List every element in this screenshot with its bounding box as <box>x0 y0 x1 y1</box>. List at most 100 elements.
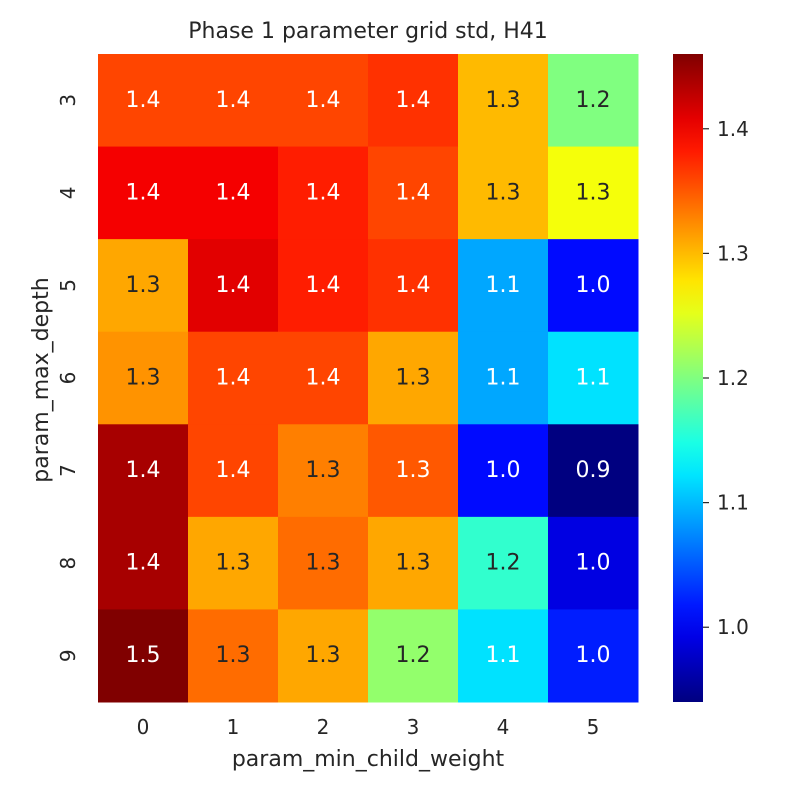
heatmap-cell <box>188 516 279 610</box>
heatmap-cell <box>188 609 279 703</box>
heatmap-cell <box>98 239 189 333</box>
x-tick-label: 4 <box>497 715 510 739</box>
heatmap-cell <box>548 516 639 610</box>
heatmap-cell <box>98 516 189 610</box>
heatmap-cell-label: 1.0 <box>576 643 611 668</box>
heatmap-cell-label: 0.9 <box>576 458 611 483</box>
heatmap-cell-label: 1.3 <box>216 643 251 668</box>
y-tick-label: 3 <box>56 94 80 107</box>
colorbar-tick-label: 1.3 <box>717 241 749 265</box>
y-tick-label: 9 <box>56 649 80 662</box>
x-tick-label: 2 <box>317 715 330 739</box>
x-tick-label: 1 <box>227 715 240 739</box>
heatmap-cell <box>188 54 279 148</box>
heatmap-cell <box>278 424 369 518</box>
heatmap-cell <box>278 516 369 610</box>
heatmap-cell-label: 1.0 <box>486 458 521 483</box>
heatmap-cell-label: 1.4 <box>306 180 341 205</box>
heatmap-cell <box>548 146 639 240</box>
heatmap-cell-label: 1.4 <box>216 458 251 483</box>
x-tick-label: 0 <box>137 715 150 739</box>
heatmap-cell <box>458 516 549 610</box>
heatmap-cell <box>368 424 459 518</box>
heatmap-cell <box>188 331 279 425</box>
y-tick-label: 4 <box>56 186 80 199</box>
heatmap-cell-label: 1.1 <box>576 366 611 391</box>
heatmap-cell <box>98 331 189 425</box>
heatmap-cell-label: 1.1 <box>486 643 521 668</box>
heatmap-cell-label: 1.2 <box>396 643 431 668</box>
heatmap-cell-label: 1.3 <box>396 366 431 391</box>
heatmap-cell <box>278 54 369 148</box>
heatmap-cell <box>458 609 549 703</box>
y-tick-label: 8 <box>56 557 80 570</box>
heatmap-cell-label: 1.4 <box>396 88 431 113</box>
heatmap-cell <box>368 239 459 333</box>
colorbar-tick-label: 1.0 <box>717 615 749 639</box>
heatmap-cell <box>458 239 549 333</box>
heatmap-cell <box>368 146 459 240</box>
heatmap-cell <box>458 331 549 425</box>
heatmap-cell <box>98 609 189 703</box>
x-tick-label: 3 <box>407 715 420 739</box>
heatmap-cell-label: 1.1 <box>486 366 521 391</box>
heatmap-cell-label: 1.0 <box>576 273 611 298</box>
heatmap-cell <box>278 609 369 703</box>
heatmap-cell <box>368 609 459 703</box>
heatmap-cell <box>98 54 189 148</box>
heatmap-cell-label: 1.3 <box>216 551 251 576</box>
y-axis-ticks: 3 4 5 6 7 8 9 <box>56 94 80 662</box>
heatmap-cell-label: 1.4 <box>396 273 431 298</box>
heatmap-cell <box>368 54 459 148</box>
heatmap-cell-label: 1.3 <box>126 273 161 298</box>
heatmap-cell <box>548 331 639 425</box>
heatmap-cell-label: 1.4 <box>216 88 251 113</box>
heatmap-cell-label: 1.4 <box>126 551 161 576</box>
y-tick-label: 6 <box>56 372 80 385</box>
heatmap-cell <box>98 424 189 518</box>
heatmap-cell-label: 1.2 <box>486 551 521 576</box>
x-axis-label: param_min_child_weight <box>232 747 505 772</box>
heatmap-cell-label: 1.5 <box>126 643 161 668</box>
heatmap-cell-label: 1.3 <box>306 643 341 668</box>
heatmap-cell <box>368 331 459 425</box>
y-tick-label: 7 <box>56 464 80 477</box>
x-tick-label: 5 <box>587 715 600 739</box>
heatmap-cell <box>188 146 279 240</box>
heatmap-cell-label: 1.4 <box>306 273 341 298</box>
heatmap-cell <box>368 516 459 610</box>
heatmap-cell-label: 1.3 <box>396 551 431 576</box>
heatmap-cells: 1.4 1.4 1.4 1.4 1.3 1.2 1.4 1.4 1.4 1.4 1.3 1.3 1.3 1… <box>98 54 639 703</box>
heatmap-cell <box>188 239 279 333</box>
heatmap-cell-label: 1.4 <box>216 180 251 205</box>
heatmap-cell <box>278 146 369 240</box>
colorbar-gradient <box>673 54 703 702</box>
heatmap-cell-label: 1.4 <box>216 273 251 298</box>
x-axis-ticks: 0 1 2 3 4 5 <box>137 715 600 739</box>
colorbar-tick-label: 1.1 <box>717 491 749 515</box>
y-axis-label: param_max_depth <box>29 277 54 482</box>
heatmap-cell <box>548 609 639 703</box>
colorbar-tick-label: 1.4 <box>717 117 749 141</box>
heatmap-cell <box>188 424 279 518</box>
heatmap-cell-label: 1.4 <box>216 366 251 391</box>
heatmap-cell-label: 1.3 <box>486 180 521 205</box>
heatmap-cell-label: 1.3 <box>126 366 161 391</box>
heatmap-cell <box>278 331 369 425</box>
heatmap-cell <box>278 239 369 333</box>
heatmap-cell-label: 1.4 <box>126 180 161 205</box>
heatmap-cell <box>98 146 189 240</box>
heatmap-cell <box>548 239 639 333</box>
heatmap-cell-label: 1.0 <box>576 551 611 576</box>
heatmap-cell-label: 1.4 <box>306 88 341 113</box>
heatmap-cell-label: 1.3 <box>576 180 611 205</box>
colorbar-tick-label: 1.2 <box>717 366 749 390</box>
y-tick-label: 5 <box>56 279 80 292</box>
heatmap-cell-label: 1.1 <box>486 273 521 298</box>
heatmap-cell-label: 1.4 <box>126 88 161 113</box>
heatmap-cell-label: 1.3 <box>306 551 341 576</box>
heatmap-cell-label: 1.4 <box>306 366 341 391</box>
heatmap-cell <box>458 146 549 240</box>
